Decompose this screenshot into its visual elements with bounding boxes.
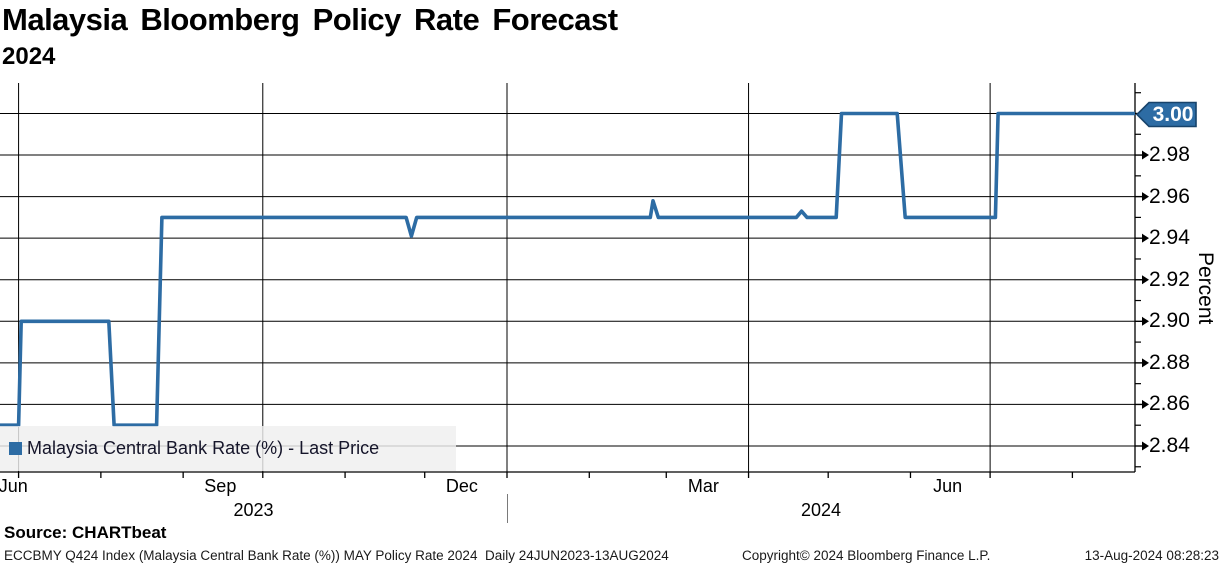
footer: ECCBMY Q424 Index (Malaysia Central Bank… — [0, 548, 1224, 566]
x-month-label: Dec — [445, 476, 478, 496]
y-major-tick-arrow-icon — [1142, 399, 1149, 409]
year-divider-line — [507, 494, 508, 523]
y-major-tick-arrow-icon — [1142, 275, 1149, 285]
y-tick-label: 2.84 — [1149, 433, 1190, 457]
x-month-label: Jun — [933, 476, 963, 496]
x-month-label: Sep — [204, 476, 237, 496]
legend-marker-swatch — [9, 442, 22, 455]
y-major-tick-arrow-icon — [1142, 441, 1149, 451]
x-month-label: Jun — [0, 476, 28, 496]
chart-title: Malaysia Bloomberg Policy Rate Forecast — [2, 2, 618, 37]
y-tick-label: 2.92 — [1149, 267, 1190, 291]
footer-ticker-description: ECCBMY Q424 Index (Malaysia Central Bank… — [4, 548, 669, 563]
legend-label: Malaysia Central Bank Rate (%) - Last Pr… — [27, 438, 380, 458]
y-tick-label: 2.96 — [1149, 184, 1190, 208]
x-year-label: 2023 — [233, 500, 274, 520]
y-axis-title: Percent — [1194, 252, 1217, 325]
y-major-tick-arrow-icon — [1142, 233, 1149, 243]
y-tick-label: 2.94 — [1149, 226, 1190, 250]
price-flag-icon — [1136, 101, 1197, 128]
footer-timestamp: 13-Aug-2024 08:28:23 — [1084, 548, 1219, 563]
y-major-tick-arrow-icon — [1142, 150, 1149, 160]
y-major-tick-arrow-icon — [1142, 316, 1149, 326]
last-price-value: 3.00 — [1152, 103, 1194, 126]
y-tick-label: 2.88 — [1149, 350, 1190, 374]
y-tick-label: 2.86 — [1149, 392, 1190, 416]
legend: Malaysia Central Bank Rate (%) - Last Pr… — [0, 426, 456, 471]
last-price-badge: 3.00 — [1136, 100, 1198, 129]
source-label: Source: CHARTbeat — [4, 523, 167, 542]
y-tick-label: 2.90 — [1149, 309, 1190, 333]
policy-rate-line — [0, 111, 1135, 427]
x-month-label: Mar — [687, 476, 719, 496]
y-major-tick-arrow-icon — [1142, 192, 1149, 202]
footer-copyright: Copyright© 2024 Bloomberg Finance L.P. — [742, 548, 991, 563]
y-major-tick-arrow-icon — [1142, 358, 1149, 368]
chart-subtitle: 2024 — [2, 43, 56, 70]
x-year-label: 2024 — [800, 500, 842, 520]
y-tick-label: 2.98 — [1149, 143, 1190, 167]
